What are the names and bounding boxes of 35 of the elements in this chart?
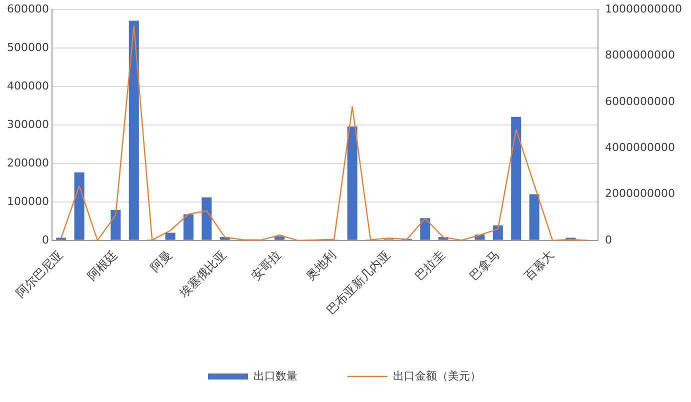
x-tick-label: 埃塞俄比亚: [176, 248, 230, 301]
legend-label: 出口金额（美元）: [393, 369, 481, 382]
x-tick-label: 安哥拉: [248, 248, 284, 284]
bar: [529, 194, 540, 240]
y-tick-label: 100000: [6, 194, 49, 208]
y2-tick-label: 0: [605, 233, 612, 246]
bar: [110, 210, 121, 240]
y2-tick-label: 2000000000: [605, 187, 676, 200]
bar: [511, 116, 522, 240]
x-tick-label: 巴拉圭: [412, 248, 448, 284]
y2-tick-label: 8000000000: [605, 48, 676, 62]
x-tick-label: 百慕大: [521, 248, 557, 284]
x-tick-label: 巴拿马: [466, 248, 502, 284]
bar: [492, 225, 503, 240]
x-tick-label: 阿尔巴尼亚: [13, 248, 66, 300]
bar: [202, 197, 212, 240]
y2-tick-label: 4000000000: [605, 140, 676, 154]
y2-tick-label: 6000000000: [605, 94, 676, 108]
bar: [183, 214, 194, 240]
y-tick-label: 600000: [6, 2, 49, 16]
x-tick-label: 阿曼: [148, 248, 175, 275]
y-tick-label: 300000: [6, 118, 49, 131]
legend-label: 出口数量: [254, 369, 298, 382]
y-tick-label: 200000: [6, 156, 49, 170]
x-tick-label: 奥地利: [303, 248, 338, 284]
y-tick-label: 400000: [6, 79, 49, 92]
bar: [128, 20, 139, 240]
bar: [74, 172, 84, 240]
bar: [420, 218, 430, 240]
y-tick-label: 0: [42, 233, 49, 246]
bar: [347, 126, 358, 240]
bar: [165, 232, 176, 240]
x-tick-label: 阿根廷: [84, 248, 120, 284]
y-tick-label: 500000: [6, 40, 49, 54]
y2-tick-label: 10000000000: [605, 2, 682, 16]
